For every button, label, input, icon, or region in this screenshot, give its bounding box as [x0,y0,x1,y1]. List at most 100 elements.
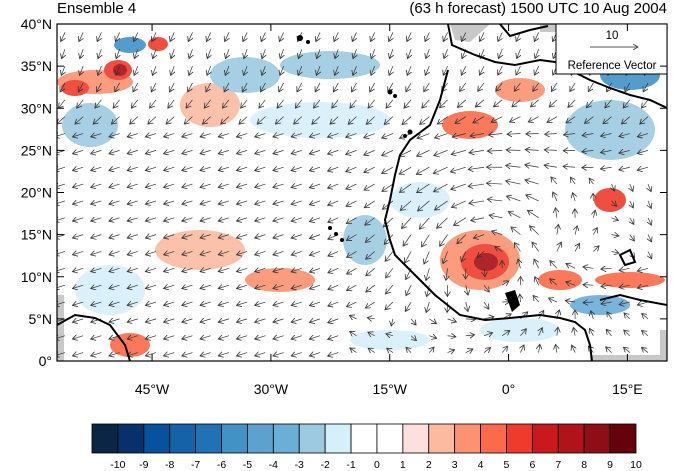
wind-vector [57,336,66,339]
wind-vector [601,268,612,269]
wind-vector [182,285,193,288]
wind-vector [109,150,120,153]
wind-vector [91,353,102,356]
colorbar-label: 9 [607,459,613,471]
wind-vector [624,313,631,320]
wind-vector [236,302,248,305]
wind-vector [385,301,394,310]
wind-vector [520,294,521,303]
wind-vector [91,251,102,254]
wind-vector [182,150,193,153]
wind-vector [127,319,138,322]
wind-vector [145,353,157,356]
wind-vector [550,261,558,269]
wind-vector [623,347,630,353]
wind-vector [520,329,526,336]
wind-vector [298,49,301,58]
wind-vector [315,82,321,92]
wind-vector [407,32,411,41]
wind-vector [109,251,120,254]
wind-vector [236,150,248,153]
wind-vector [309,184,321,188]
wind-vector [454,217,466,226]
wind-vector [589,328,593,336]
anomaly-blob [442,111,498,139]
wind-vector [621,116,630,124]
wind-vector [328,353,339,357]
wind-vector [164,134,175,137]
wind-vector [370,82,375,92]
wind-vector [386,268,394,278]
wind-vector [218,167,230,170]
wind-vector [273,218,284,221]
wind-vector [291,302,302,305]
wind-vector [91,285,102,288]
wind-vector [479,65,484,75]
wind-vector [391,318,393,326]
colorbar-label: -1 [346,459,355,471]
wind-vector [164,302,175,305]
iberia-coastline [499,24,549,38]
wind-vector [334,32,338,41]
y-tick-label: 20°N [21,185,52,201]
wind-vector [244,49,247,58]
wind-vector [298,65,302,75]
wind-vector [483,333,493,336]
colorbar-swatch [247,423,274,454]
wind-vector [450,166,466,172]
wind-vector [498,65,502,75]
wind-vector [511,227,521,235]
colorbar-swatch [376,423,404,454]
wind-vector [273,201,284,204]
wind-vector [544,165,557,167]
wind-vector [457,234,467,244]
wind-vector [218,268,230,271]
wind-vector [309,201,321,205]
wind-vector [535,277,539,286]
wind-vector [498,32,502,41]
wind-vector [601,285,612,286]
wind-vector [593,228,597,235]
wind-vector [127,201,138,204]
gulf-of-guinea-coastline [599,293,667,306]
wind-vector [557,224,559,235]
wind-vector [134,65,138,75]
wind-vector [365,234,375,243]
wind-vector [115,32,119,41]
wind-vector [494,99,503,107]
wind-vector [557,327,558,336]
wind-vector [200,235,211,238]
wind-vector [588,82,594,92]
wind-vector [539,328,543,336]
wind-vector [57,285,66,288]
y-axis: 40°N 35°N 30°N 25°N 20°N 15°N 10°N 5°N 0° [21,16,667,369]
wind-vector [478,82,485,91]
wind-vector [444,49,448,58]
x-axis: 45°W 30°W 15°W 0° 15°E [135,24,643,397]
wind-vector [437,116,448,124]
wind-vector [57,319,66,322]
wind-vector [642,347,649,352]
wind-vector [291,268,302,272]
wind-vector [150,99,157,108]
wind-vector [328,167,339,171]
wind-vector [57,353,66,356]
wind-vector [273,302,284,305]
wind-vector [484,268,485,276]
wind-vector [273,319,284,322]
x-tick-label: 0° [502,381,515,397]
wind-vector [200,336,211,339]
wind-vector [440,99,448,108]
wind-vector [72,134,84,137]
wind-vector [328,217,339,223]
wind-vector [470,134,485,137]
wind-vector [328,134,339,138]
wind-vector [648,217,651,225]
reference-vector-value: 10 [606,30,619,42]
wind-vector [501,346,507,353]
wind-vector [184,116,193,124]
wind-vector [443,65,447,75]
wind-vector [477,251,485,257]
wind-vector [182,235,193,238]
wind-vector [164,235,175,238]
